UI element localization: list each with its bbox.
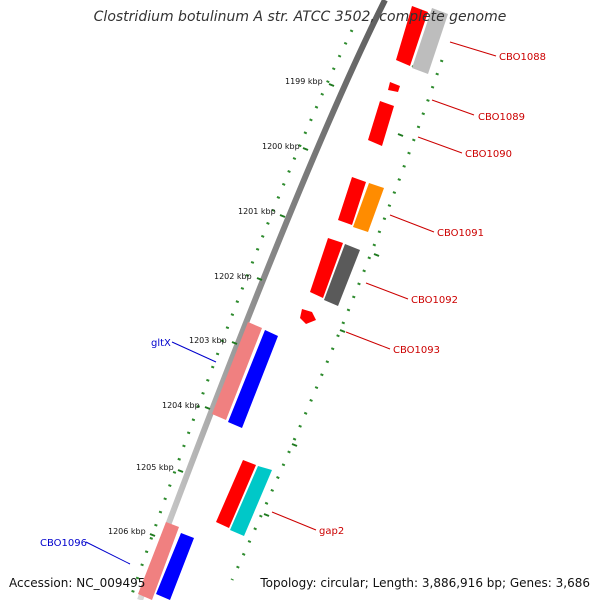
- label-leaders: [85, 41, 497, 565]
- major-ticks: [149, 65, 418, 537]
- gene-label-cbo1088: CBO1088: [499, 52, 546, 63]
- gene-label-cbo1089: CBO1089: [478, 112, 525, 123]
- genome-backbone: [137, 0, 388, 600]
- scale-tick-label: 1202 kbp: [214, 272, 252, 281]
- gene-label-cbo1096: CBO1096: [40, 538, 87, 549]
- gene-label-gap2: gap2: [319, 526, 344, 537]
- scale-tick-label: 1201 kbp: [238, 207, 276, 216]
- gene-cbo1089: [388, 82, 400, 92]
- scale-tick-label: 1200 kbp: [262, 142, 300, 151]
- scale-tick-label: 1199 kbp: [285, 77, 323, 86]
- scale-ruler-right: [230, 59, 444, 581]
- scale-tick-label: 1204 kbp: [162, 401, 200, 410]
- gene-label-gltx: gltX: [151, 338, 171, 349]
- gene-cbo1092-neighbor: [324, 244, 360, 306]
- gene-gltx: [228, 330, 278, 428]
- genome-summary-text: Topology: circular; Length: 3,886,916 bp…: [260, 576, 590, 590]
- gene-label-cbo1093: CBO1093: [393, 345, 440, 356]
- scale-tick-label: 1203 kbp: [189, 336, 227, 345]
- scale-tick-label: 1205 kbp: [136, 463, 174, 472]
- accession-text: Accession: NC_009495: [9, 576, 146, 590]
- gene-gap2: [230, 466, 272, 536]
- map-title: Clostridium botulinum A str. ATCC 3502, …: [93, 9, 507, 25]
- gene-label-cbo1091: CBO1091: [437, 228, 484, 239]
- gene-cbo1093: [300, 309, 316, 324]
- gene-features: [138, 6, 448, 600]
- gene-cbo1091: [338, 177, 366, 225]
- gene-cbo1096: [156, 533, 194, 600]
- gene-gap2-partner: [216, 460, 256, 528]
- gene-cbo1090: [368, 101, 394, 146]
- gene-cbo1088: [396, 6, 428, 66]
- gene-label-cbo1092: CBO1092: [411, 295, 458, 306]
- gene-label-cbo1090: CBO1090: [465, 149, 512, 160]
- scale-tick-label: 1206 kbp: [108, 527, 146, 536]
- gene-cbo1096-partner: [138, 522, 179, 600]
- gene-cbo1092: [310, 238, 343, 298]
- gene-gltx-partner: [212, 322, 262, 420]
- gene-cbo1088-neighbor: [412, 8, 448, 74]
- gene-cbo1091-neighbor: [353, 183, 384, 232]
